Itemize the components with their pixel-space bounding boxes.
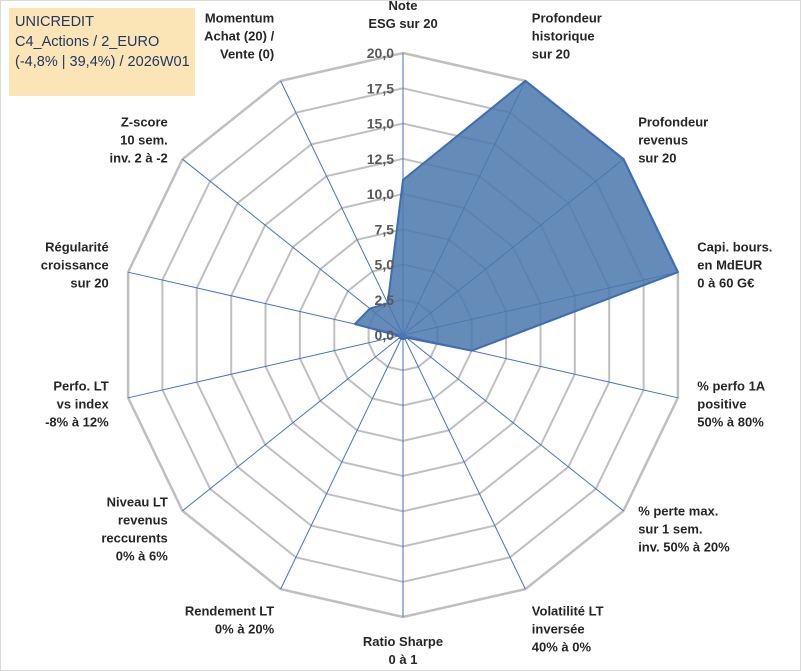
axis-label-11-line-3: -8% à 12% [45, 414, 109, 429]
axis-labels: Note ESG sur 20 Profondeur historique sur 20… [41, 0, 773, 667]
radar-series [353, 79, 679, 352]
axis-label-13-line-3: inv. 2 à -2 [110, 151, 168, 166]
tick-label-6: 15,0 [367, 116, 394, 132]
axis-label-5-line-3: 50% à 80% [697, 414, 764, 429]
axis-label-11-line-1: Perfo. LT [53, 378, 108, 393]
axis-label-3: Profondeur revenus sur 20 [638, 115, 708, 166]
axis-label-9-line-1: Rendement LT [185, 604, 274, 619]
axis-label-14-line-1: Momentum [205, 10, 274, 25]
axis-label-12-line-1: Régularité [45, 240, 109, 255]
spoke-6 [402, 334, 624, 512]
axis-label-13: Z-score 10 sem. inv. 2 à -2 [110, 115, 168, 166]
spoke-13 [182, 158, 404, 336]
axis-label-4-line-1: Capi. bours. [697, 240, 772, 255]
axis-label-6: % perte max. sur 1 sem. inv. 50% à 20% [638, 504, 730, 555]
axis-label-12-line-2: croissance [41, 258, 109, 273]
axis-label-14-line-2: Achat (20) / [204, 28, 274, 43]
axis-label-3-line-1: Profondeur [638, 115, 708, 130]
axis-label-10-line-1: Niveau LT [107, 495, 168, 510]
axis-label-11-line-2: vs index [57, 396, 110, 411]
axis-label-4: Capi. bours. en MdEUR 0 à 60 G€ [697, 240, 772, 291]
axis-label-7-line-1: Volatilité LT [532, 604, 604, 619]
axis-label-2-line-1: Profondeur [532, 10, 602, 25]
axis-label-10-line-2: revenus [118, 513, 168, 528]
axis-label-2: Profondeur historique sur 20 [532, 10, 602, 61]
axis-label-10-line-4: 0% à 6% [116, 549, 168, 564]
spoke-10 [182, 334, 404, 512]
axis-label-8: Ratio Sharpe 0 à 1 [363, 634, 443, 667]
axis-label-3-line-3: sur 20 [638, 151, 676, 166]
axis-label-13-line-1: Z-score [121, 115, 168, 130]
axis-label-6-line-3: inv. 50% à 20% [638, 540, 730, 555]
info-box-line-2: C4_Actions / 2_EURO [15, 34, 160, 50]
axis-label-7: Volatilité LT inversée 40% à 0% [532, 604, 604, 655]
axis-label-1-line-2: ESG sur 20 [368, 16, 437, 31]
tick-label-0: 0,0 [375, 327, 395, 343]
axis-label-5-line-2: positive [697, 396, 746, 411]
tick-label-7: 17,5 [367, 80, 394, 96]
axis-label-4-line-3: 0 à 60 G€ [697, 276, 754, 291]
info-box: UNICREDIT C4_Actions / 2_EURO (-4,8% | 3… [9, 8, 195, 96]
axis-label-1: Note ESG sur 20 [368, 0, 437, 31]
axis-label-9-line-2: 0% à 20% [215, 622, 275, 637]
axis-label-3-line-2: revenus [638, 133, 688, 148]
tick-label-2: 5,0 [375, 257, 395, 273]
tick-label-1: 2,5 [375, 292, 395, 308]
axis-label-6-line-2: sur 1 sem. [638, 522, 702, 537]
axis-label-10: Niveau LT revenus reccurents 0% à 6% [101, 495, 168, 564]
tick-label-5: 12,5 [367, 151, 394, 167]
info-box-line-1: UNICREDIT [15, 14, 94, 30]
spoke-9 [280, 334, 404, 590]
axis-label-14: Momentum Achat (20) / Vente (0) [204, 10, 274, 61]
axis-label-1-line-1: Note [389, 0, 418, 13]
spoke-14 [280, 80, 404, 336]
axis-label-6-line-1: % perte max. [638, 504, 718, 519]
axis-label-12-line-3: sur 20 [70, 276, 108, 291]
axis-label-5-line-1: % perfo 1A [697, 378, 766, 393]
tick-label-8: 20,0 [367, 45, 394, 61]
tick-label-4: 10,0 [367, 186, 394, 202]
axis-label-7-line-2: inversée [532, 622, 585, 637]
radial-tick-labels: 0,0 2,5 5,0 7,5 10,0 12,5 15,0 17,5 20,0 [367, 45, 394, 343]
info-box-line-3: (-4,8% | 39,4%) / 2026W01 [15, 54, 190, 70]
axis-label-12: Régularité croissance sur 20 [41, 240, 109, 291]
tick-label-3: 7,5 [375, 221, 395, 237]
axis-label-9: Rendement LT 0% à 20% [185, 604, 275, 637]
axis-label-5: % perfo 1A positive 50% à 80% [697, 378, 766, 429]
axis-label-8-line-1: Ratio Sharpe [363, 634, 443, 649]
axis-label-7-line-3: 40% à 0% [532, 640, 592, 655]
axis-label-11: Perfo. LT vs index -8% à 12% [45, 378, 109, 429]
axis-label-4-line-2: en MdEUR [697, 258, 763, 273]
axis-label-2-line-3: sur 20 [532, 46, 570, 61]
axis-label-10-line-3: reccurents [101, 531, 167, 546]
axis-label-14-line-3: Vente (0) [220, 46, 274, 61]
spoke-7 [402, 334, 526, 590]
axis-label-8-line-2: 0 à 1 [389, 652, 418, 667]
axis-label-13-line-2: 10 sem. [120, 133, 168, 148]
axis-label-2-line-2: historique [532, 28, 595, 43]
spoke-11 [127, 334, 404, 399]
